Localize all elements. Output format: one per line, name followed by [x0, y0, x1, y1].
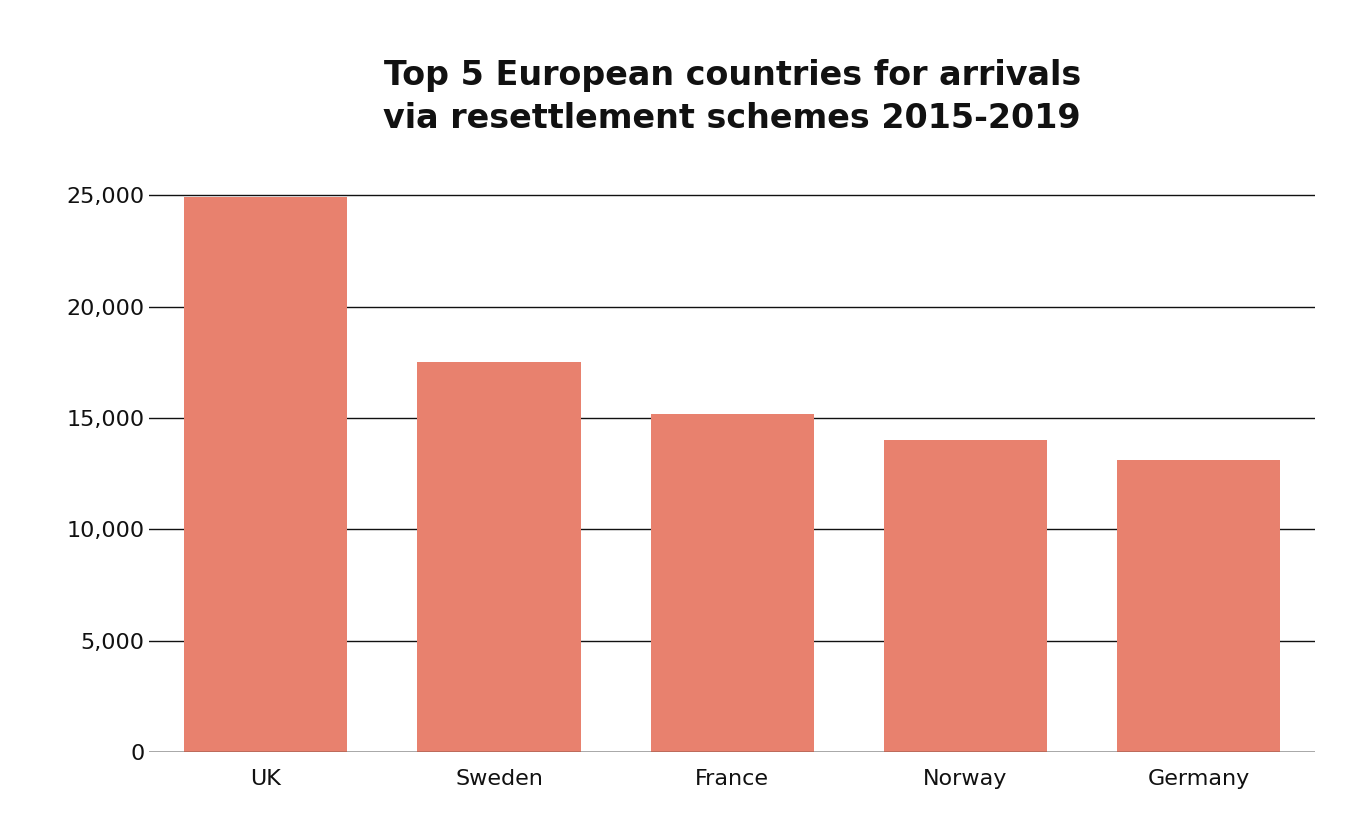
Bar [184, 197, 347, 752]
Text: Top 5 European countries for arrivals
via resettlement schemes 2015-2019: Top 5 European countries for arrivals vi… [384, 59, 1081, 135]
Bar [651, 414, 814, 752]
Bar [1117, 461, 1280, 752]
Bar [884, 441, 1047, 752]
Bar [418, 362, 580, 752]
